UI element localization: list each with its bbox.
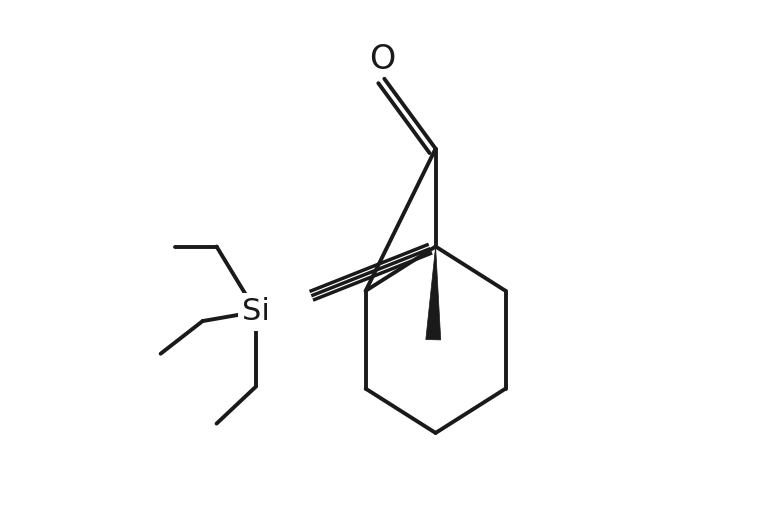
- Polygon shape: [426, 246, 440, 340]
- Text: O: O: [369, 43, 395, 77]
- Text: Si: Si: [242, 297, 270, 326]
